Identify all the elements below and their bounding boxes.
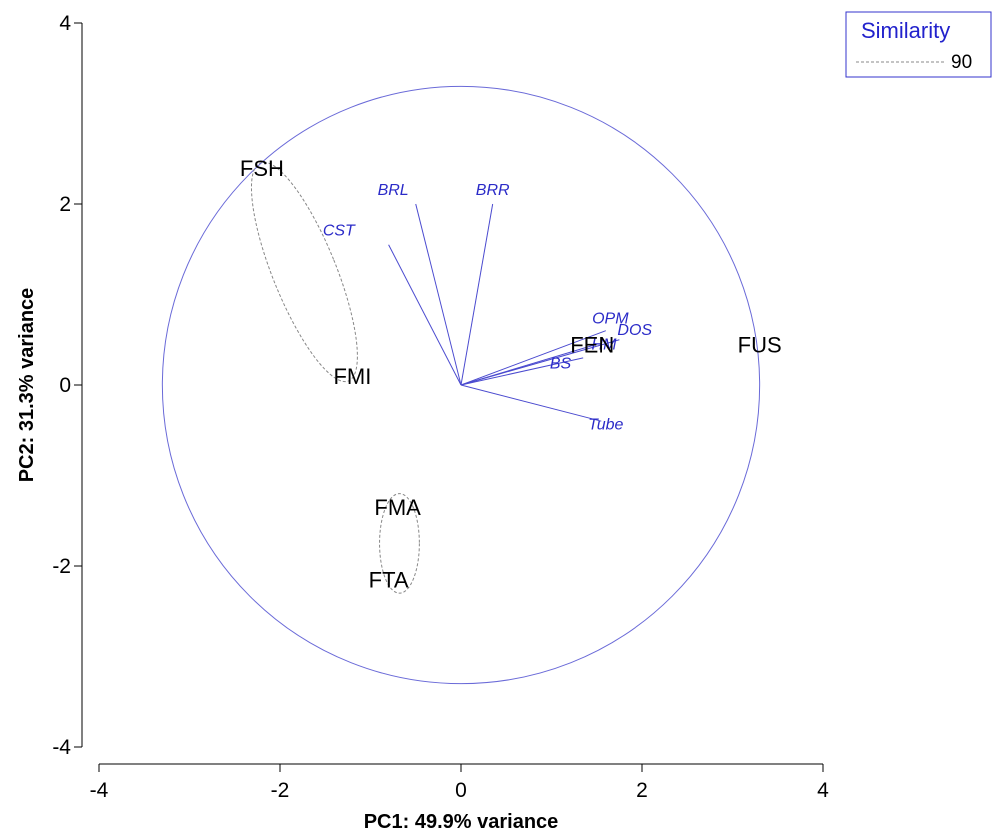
sample-label-fus: FUS: [738, 332, 782, 357]
sample-label-fma: FMA: [374, 495, 421, 520]
y-tick-label: 4: [59, 12, 71, 35]
y-tick-label: -2: [52, 555, 71, 578]
axes: -4 -2 0 2 4 -4 -2 0 2 4: [52, 12, 829, 802]
legend-title: Similarity: [861, 18, 950, 43]
x-tick-label: 4: [817, 779, 829, 802]
y-ticks: -4 -2 0 2 4: [52, 12, 82, 759]
similarity-cluster-ellipse: [250, 161, 358, 383]
legend-value: 90: [951, 52, 972, 73]
sample-label-fsh: FSH: [240, 156, 284, 181]
similarity-cluster-ellipse: [379, 493, 420, 594]
y-tick-label: 0: [59, 374, 71, 397]
y-axis-title: PC2: 31.3% variance: [16, 288, 38, 483]
loading-vector-brl: [415, 203, 462, 386]
similarity-clusters: [250, 161, 420, 594]
x-ticks: -4 -2 0 2 4: [90, 764, 829, 802]
sample-label-fmi: FMI: [333, 364, 371, 389]
legend: Similarity 90: [845, 11, 992, 78]
loading-vectors: [388, 203, 620, 422]
legend-box: [845, 11, 992, 78]
loading-vector-opm: [460, 330, 606, 386]
vector-label-tube: Tube: [588, 416, 623, 433]
correlation-circle: [161, 85, 761, 685]
x-tick-label: 0: [455, 779, 467, 802]
sample-label-fen: FEN: [570, 332, 614, 357]
loading-vector-hm: [460, 343, 597, 386]
vector-label-brr: BRR: [476, 182, 510, 199]
x-tick-label: -4: [90, 779, 109, 802]
x-tick-label: -2: [271, 779, 290, 802]
x-axis-title: PC1: 49.9% variance: [364, 811, 559, 833]
vector-label-opm: OPM: [592, 310, 629, 327]
loading-vector-bs: [460, 357, 584, 386]
vector-label-hm: HM: [592, 337, 618, 354]
vector-label-cst: CST: [323, 223, 356, 240]
vector-label-brl: BRL: [378, 182, 409, 199]
loading-vector-brr: [460, 203, 494, 386]
sample-labels: FSH FMI FMA FTA FEN FUS: [240, 156, 782, 593]
y-tick-label: -4: [52, 736, 71, 759]
y-tick-label: 2: [59, 193, 71, 216]
loading-vector-tube: [460, 384, 602, 422]
sample-label-fta: FTA: [369, 568, 409, 593]
vector-label-dos: DOS: [617, 322, 652, 339]
x-tick-label: 2: [636, 779, 648, 802]
loading-vector-cst: [388, 244, 462, 386]
vector-label-bs: BS: [550, 356, 572, 373]
